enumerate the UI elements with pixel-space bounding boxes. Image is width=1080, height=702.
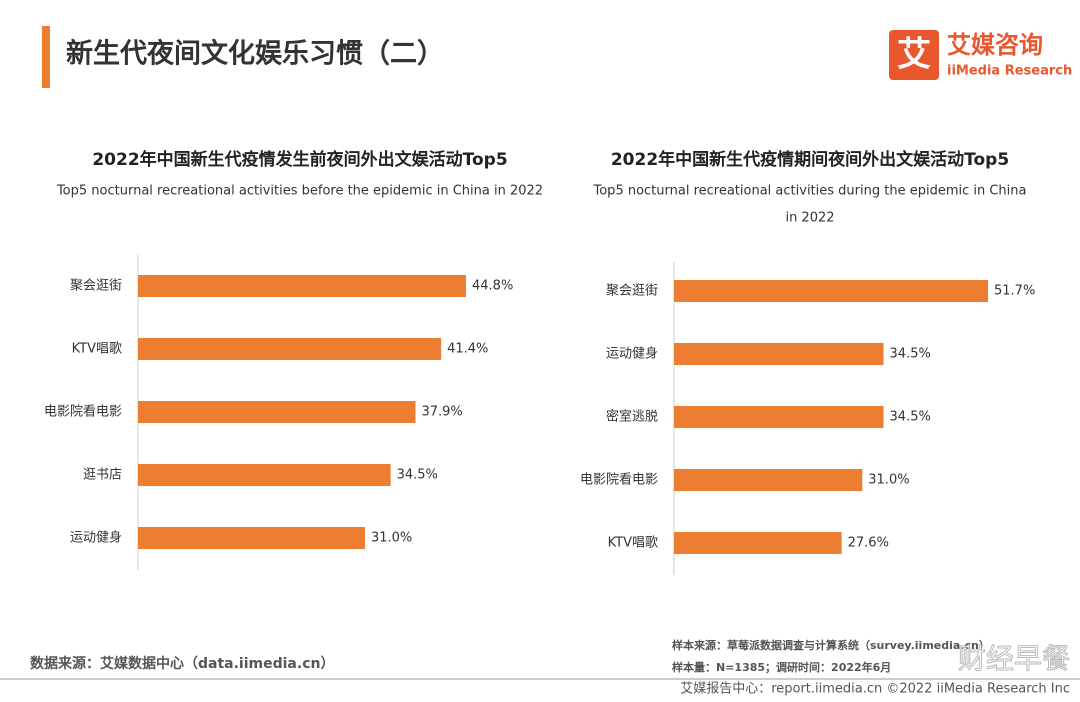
value-label: 37.9% (421, 405, 462, 420)
category-label: 运动健身 (606, 346, 658, 362)
page-title: 新生代夜间文化娱乐习惯（二） (66, 38, 444, 70)
category-label: 运动健身 (70, 530, 122, 546)
sample-size: 样本量：N=1385；调研时间：2022年6月 (672, 660, 891, 674)
bar (138, 275, 466, 297)
logo-box (889, 30, 939, 80)
bar (674, 406, 884, 428)
chart-title: 2022年中国新生代疫情期间夜间外出文娱活动Top5 (611, 149, 1009, 170)
bar (138, 338, 442, 360)
value-label: 34.5% (890, 347, 931, 362)
category-label: 密室逃脱 (606, 409, 658, 425)
category-label: 逛书店 (83, 468, 122, 483)
chart-subtitle: in 2022 (785, 211, 834, 226)
value-label: 41.4% (447, 342, 488, 357)
logo-en: iiMedia Research (947, 64, 1072, 79)
category-label: 电影院看电影 (44, 404, 122, 420)
bar (674, 469, 863, 491)
value-label: 27.6% (848, 536, 889, 551)
chart-title: 2022年中国新生代疫情发生前夜间外出文娱活动Top5 (92, 149, 507, 170)
sample-source: 样本来源：草莓派数据调查与计算系统（survey.iimedia.cn） (672, 638, 990, 652)
bar (674, 532, 842, 554)
value-label: 34.5% (890, 410, 931, 425)
bar (138, 464, 391, 486)
bar (138, 401, 416, 423)
bar (674, 280, 988, 302)
value-label: 34.5% (397, 468, 438, 483)
value-label: 31.0% (868, 473, 909, 488)
category-label: KTV唱歌 (608, 536, 658, 551)
bar (138, 527, 365, 549)
value-label: 31.0% (371, 531, 412, 546)
chart-subtitle: Top5 nocturnal recreational activities d… (593, 184, 1027, 199)
logo-mark: 艾 (897, 35, 931, 75)
title-accent (42, 26, 50, 88)
category-label: 电影院看电影 (580, 472, 658, 488)
category-label: 聚会逛街 (70, 279, 122, 294)
logo-cn: 艾媒咨询 (947, 31, 1043, 59)
report-center: 艾媒报告中心：report.iimedia.cn ©2022 iiMedia R… (680, 682, 1070, 697)
data-source: 数据来源：艾媒数据中心（data.iimedia.cn） (30, 655, 334, 672)
value-label: 51.7% (994, 284, 1035, 299)
category-label: KTV唱歌 (72, 342, 122, 357)
value-label: 44.8% (472, 279, 513, 294)
chart-subtitle: Top5 nocturnal recreational activities b… (56, 184, 543, 199)
category-label: 聚会逛街 (606, 284, 658, 299)
bar (674, 343, 884, 365)
watermark: 财经早餐 (958, 642, 1070, 675)
